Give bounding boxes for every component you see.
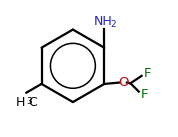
Text: O: O: [118, 76, 129, 89]
Text: NH: NH: [94, 15, 113, 28]
Text: F: F: [140, 88, 148, 101]
Text: 2: 2: [110, 20, 116, 29]
Text: H: H: [16, 96, 25, 109]
Text: 3: 3: [27, 97, 32, 106]
Text: F: F: [144, 67, 151, 80]
Text: C: C: [28, 96, 37, 109]
